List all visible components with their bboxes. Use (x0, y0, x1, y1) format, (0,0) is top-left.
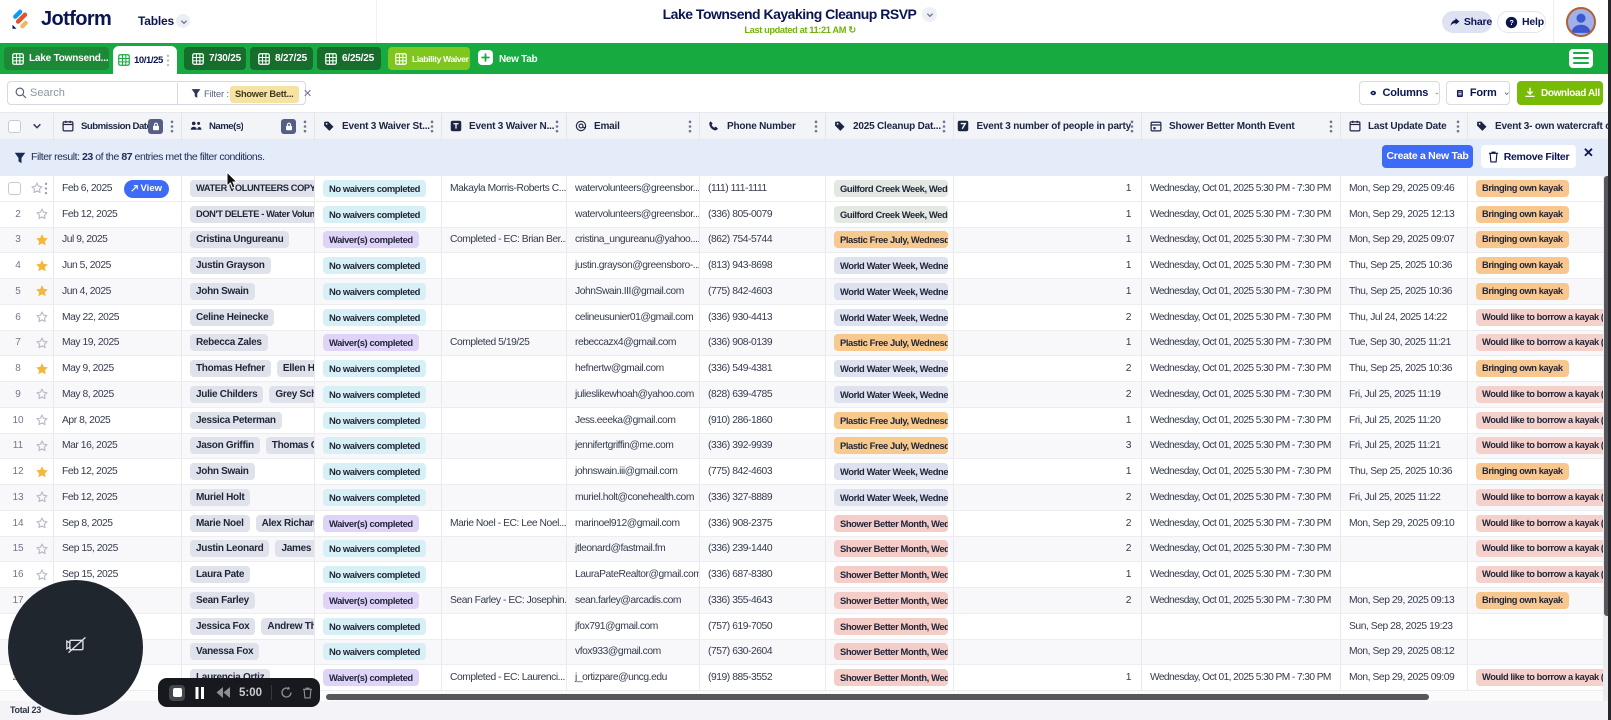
svg-text:?: ? (1509, 18, 1514, 27)
